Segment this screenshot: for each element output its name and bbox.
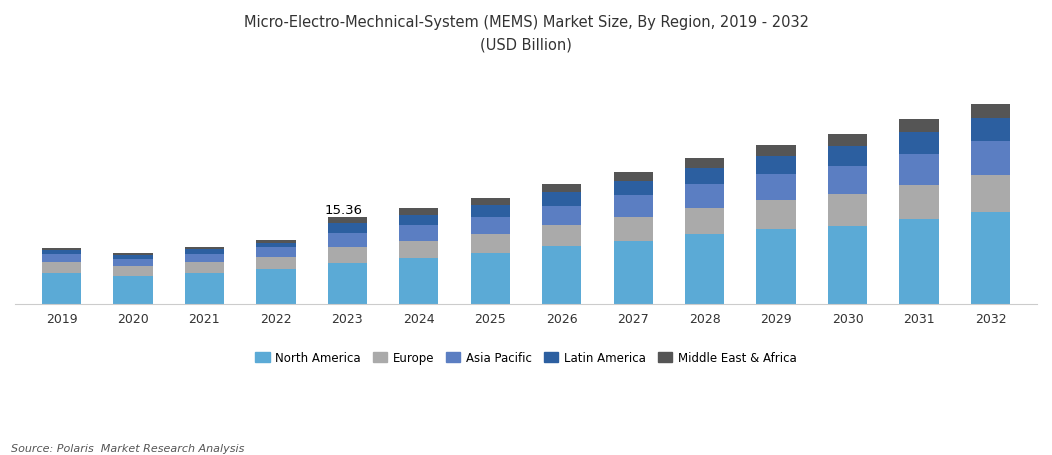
Bar bbox=[899, 154, 938, 185]
Bar bbox=[899, 185, 938, 220]
Legend: North America, Europe, Asia Pacific, Latin America, Middle East & Africa: North America, Europe, Asia Pacific, Lat… bbox=[250, 347, 802, 369]
Bar bbox=[114, 276, 153, 304]
Bar bbox=[399, 209, 439, 215]
Bar bbox=[685, 168, 725, 185]
Bar bbox=[756, 146, 795, 157]
Bar bbox=[185, 248, 224, 250]
Bar bbox=[828, 195, 867, 227]
Bar bbox=[399, 226, 439, 241]
Title: Micro-Electro-Mechnical-System (MEMS) Market Size, By Region, 2019 - 2032
(USD B: Micro-Electro-Mechnical-System (MEMS) Ma… bbox=[243, 15, 809, 52]
Bar bbox=[685, 235, 725, 304]
Bar bbox=[828, 147, 867, 167]
Bar bbox=[327, 264, 367, 304]
Bar bbox=[42, 251, 81, 255]
Bar bbox=[828, 135, 867, 147]
Bar bbox=[971, 105, 1010, 119]
Bar bbox=[327, 223, 367, 234]
Bar bbox=[756, 157, 795, 175]
Bar bbox=[327, 218, 367, 223]
Text: 15.36: 15.36 bbox=[325, 203, 363, 217]
Bar bbox=[971, 119, 1010, 142]
Bar bbox=[756, 229, 795, 304]
Bar bbox=[685, 208, 725, 235]
Bar bbox=[185, 254, 224, 262]
Bar bbox=[899, 133, 938, 154]
Bar bbox=[542, 185, 582, 192]
Bar bbox=[542, 225, 582, 247]
Bar bbox=[114, 256, 153, 259]
Bar bbox=[327, 248, 367, 264]
Bar bbox=[257, 243, 296, 248]
Bar bbox=[470, 234, 510, 253]
Bar bbox=[114, 266, 153, 276]
Bar bbox=[828, 227, 867, 304]
Bar bbox=[828, 167, 867, 195]
Bar bbox=[42, 262, 81, 273]
Bar bbox=[971, 176, 1010, 213]
Bar bbox=[613, 196, 653, 217]
Bar bbox=[399, 258, 439, 304]
Bar bbox=[327, 234, 367, 248]
Bar bbox=[613, 241, 653, 304]
Bar bbox=[470, 217, 510, 234]
Bar bbox=[114, 253, 153, 256]
Bar bbox=[42, 248, 81, 251]
Bar bbox=[470, 206, 510, 217]
Bar bbox=[613, 172, 653, 181]
Bar bbox=[185, 262, 224, 273]
Bar bbox=[542, 192, 582, 206]
Bar bbox=[399, 241, 439, 258]
Bar bbox=[257, 269, 296, 304]
Bar bbox=[613, 181, 653, 196]
Bar bbox=[971, 142, 1010, 176]
Bar bbox=[756, 201, 795, 229]
Bar bbox=[185, 250, 224, 254]
Bar bbox=[756, 175, 795, 201]
Bar bbox=[685, 159, 725, 168]
Bar bbox=[899, 120, 938, 133]
Bar bbox=[185, 273, 224, 304]
Bar bbox=[470, 253, 510, 304]
Bar bbox=[899, 220, 938, 304]
Text: Source: Polaris  Market Research Analysis: Source: Polaris Market Research Analysis bbox=[11, 443, 244, 453]
Bar bbox=[257, 257, 296, 269]
Bar bbox=[399, 215, 439, 226]
Bar bbox=[42, 255, 81, 262]
Bar bbox=[257, 248, 296, 257]
Bar bbox=[685, 185, 725, 208]
Bar bbox=[613, 217, 653, 241]
Bar bbox=[542, 206, 582, 225]
Bar bbox=[542, 247, 582, 304]
Bar bbox=[470, 198, 510, 206]
Bar bbox=[114, 259, 153, 266]
Bar bbox=[971, 213, 1010, 304]
Bar bbox=[42, 273, 81, 304]
Bar bbox=[257, 240, 296, 243]
